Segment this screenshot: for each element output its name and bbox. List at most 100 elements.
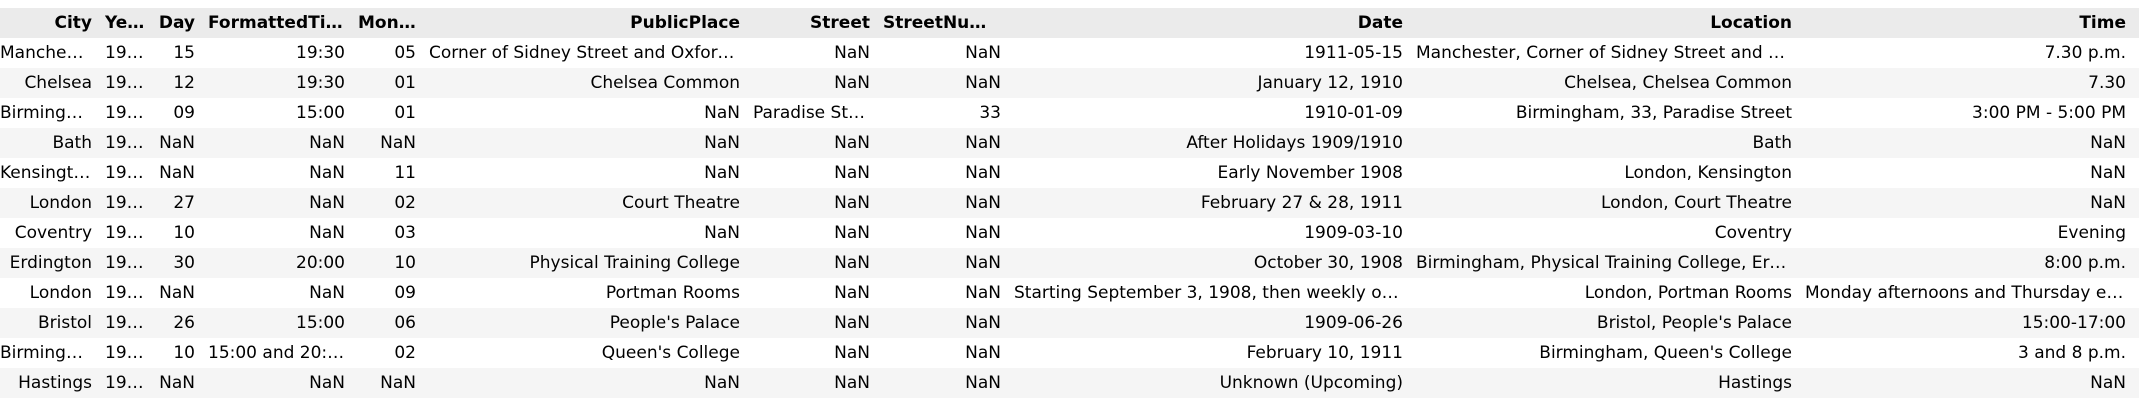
- data-table: City Year Day FormattedTime Month PublicPlace…: [0, 8, 2139, 398]
- table-cell-date: Starting September 3, 1908, then weekly …: [1014, 278, 1416, 308]
- table-cell-year: 1910: [105, 68, 158, 98]
- table-cell-date: After Holidays 1909/1910: [1014, 128, 1416, 158]
- table-cell-publicplace: Physical Training College: [429, 248, 753, 278]
- table-cell-month: 01: [358, 98, 429, 128]
- table-cell-year: 1908: [105, 158, 158, 188]
- table-cell-time: 3:00 PM - 5:00 PM: [1805, 98, 2139, 128]
- table-cell-location: Bristol, People's Palace: [1416, 308, 1805, 338]
- table-cell-year: 1910: [105, 98, 158, 128]
- table-cell-street: NaN: [753, 308, 883, 338]
- table-cell-formattedtime: NaN: [208, 218, 358, 248]
- column-header-month: Month: [358, 8, 429, 38]
- table-cell-day: 26: [158, 308, 208, 338]
- table-cell-city: Erdington: [0, 248, 105, 278]
- table-cell-street: NaN: [753, 368, 883, 398]
- table-cell-time: 7.30 p.m.: [1805, 38, 2139, 68]
- table-cell-city: London: [0, 278, 105, 308]
- table-cell-year: 1900: [105, 368, 158, 398]
- table-cell-location: Coventry: [1416, 218, 1805, 248]
- table-cell-city: Manchester: [0, 38, 105, 68]
- table-cell-formattedtime: 19:30: [208, 68, 358, 98]
- table-cell-location: Manchester, Corner of Sidney Street and …: [1416, 38, 1805, 68]
- table-header: City Year Day FormattedTime Month PublicPlace…: [0, 8, 2139, 38]
- table-cell-street: NaN: [753, 278, 883, 308]
- table-cell-formattedtime: 20:00: [208, 248, 358, 278]
- column-header-publicplace: PublicPlace: [429, 8, 753, 38]
- table-cell-time: 8:00 p.m.: [1805, 248, 2139, 278]
- table-cell-publicplace: Court Theatre: [429, 188, 753, 218]
- column-header-year: Year: [105, 8, 158, 38]
- table-cell-streetnumber: NaN: [883, 38, 1014, 68]
- table-cell-month: NaN: [358, 368, 429, 398]
- table-row: Manchester 1911 15 19:30 05 Corner of Sidney …: [0, 38, 2139, 68]
- table-cell-publicplace: NaN: [429, 368, 753, 398]
- table-cell-month: 11: [358, 158, 429, 188]
- table-cell-streetnumber: NaN: [883, 158, 1014, 188]
- table-cell-publicplace: Chelsea Common: [429, 68, 753, 98]
- table-cell-location: Birmingham, Queen's College: [1416, 338, 1805, 368]
- column-header-streetnumber: StreetNumber: [883, 8, 1014, 38]
- column-header-formattedtime: FormattedTime: [208, 8, 358, 38]
- table-row: Hastings 1900 NaN NaN NaN NaN NaN NaN Unknown (U…: [0, 368, 2139, 398]
- table-cell-day: 30: [158, 248, 208, 278]
- table-cell-location: Hastings: [1416, 368, 1805, 398]
- table-row: Bath 1910 NaN NaN NaN NaN NaN NaN After Holidays…: [0, 128, 2139, 158]
- table-cell-streetnumber: NaN: [883, 128, 1014, 158]
- table-cell-location: Bath: [1416, 128, 1805, 158]
- table-row: Birmingham 1910 09 15:00 01 NaN Paradise Stree…: [0, 98, 2139, 128]
- table-cell-day: NaN: [158, 128, 208, 158]
- column-header-city: City: [0, 8, 105, 38]
- table-cell-formattedtime: NaN: [208, 278, 358, 308]
- table-cell-city: Chelsea: [0, 68, 105, 98]
- table-cell-time: 3 and 8 p.m.: [1805, 338, 2139, 368]
- table-cell-street: NaN: [753, 158, 883, 188]
- table-cell-formattedtime: NaN: [208, 158, 358, 188]
- table-cell-formattedtime: NaN: [208, 128, 358, 158]
- table-cell-time: 15:00-17:00: [1805, 308, 2139, 338]
- table-cell-year: 1911: [105, 38, 158, 68]
- table-cell-month: 03: [358, 218, 429, 248]
- table-cell-street: NaN: [753, 338, 883, 368]
- table-cell-month: 02: [358, 188, 429, 218]
- table-cell-street: NaN: [753, 248, 883, 278]
- table-cell-streetnumber: NaN: [883, 248, 1014, 278]
- table-cell-street: NaN: [753, 68, 883, 98]
- table-cell-publicplace: NaN: [429, 98, 753, 128]
- table-cell-location: Birmingham, Physical Training College, E…: [1416, 248, 1805, 278]
- table-cell-time: NaN: [1805, 368, 2139, 398]
- table-cell-formattedtime: 15:00 and 20:00: [208, 338, 358, 368]
- table-cell-city: London: [0, 188, 105, 218]
- table-cell-street: Paradise Street: [753, 98, 883, 128]
- table-cell-streetnumber: NaN: [883, 368, 1014, 398]
- table-row: Coventry 1909 10 NaN 03 NaN NaN NaN 1909-03-10 Co…: [0, 218, 2139, 248]
- table-cell-day: NaN: [158, 278, 208, 308]
- table-cell-date: 1909-03-10: [1014, 218, 1416, 248]
- table-cell-month: 09: [358, 278, 429, 308]
- table-cell-street: NaN: [753, 38, 883, 68]
- table-cell-year: 1909: [105, 308, 158, 338]
- table-row: Chelsea 1910 12 19:30 01 Chelsea Common NaN NaN…: [0, 68, 2139, 98]
- table-cell-year: 1911: [105, 338, 158, 368]
- table-cell-formattedtime: NaN: [208, 188, 358, 218]
- column-header-time: Time: [1805, 8, 2139, 38]
- table-cell-city: Bristol: [0, 308, 105, 338]
- table-cell-date: February 10, 1911: [1014, 338, 1416, 368]
- table-cell-publicplace: NaN: [429, 128, 753, 158]
- table-cell-publicplace: People's Palace: [429, 308, 753, 338]
- table-cell-street: NaN: [753, 218, 883, 248]
- table-cell-city: Kensington: [0, 158, 105, 188]
- table-cell-location: London, Court Theatre: [1416, 188, 1805, 218]
- table-cell-year: 1908: [105, 278, 158, 308]
- table-cell-date: October 30, 1908: [1014, 248, 1416, 278]
- table-cell-location: London, Kensington: [1416, 158, 1805, 188]
- table-cell-month: 02: [358, 338, 429, 368]
- table-cell-year: 1909: [105, 218, 158, 248]
- column-header-day: Day: [158, 8, 208, 38]
- table-cell-formattedtime: 15:00: [208, 98, 358, 128]
- table-row: Bristol 1909 26 15:00 06 People's Palace NaN Na…: [0, 308, 2139, 338]
- table-cell-streetnumber: 33: [883, 98, 1014, 128]
- table-cell-date: January 12, 1910: [1014, 68, 1416, 98]
- table-cell-time: NaN: [1805, 188, 2139, 218]
- table-cell-publicplace: Portman Rooms: [429, 278, 753, 308]
